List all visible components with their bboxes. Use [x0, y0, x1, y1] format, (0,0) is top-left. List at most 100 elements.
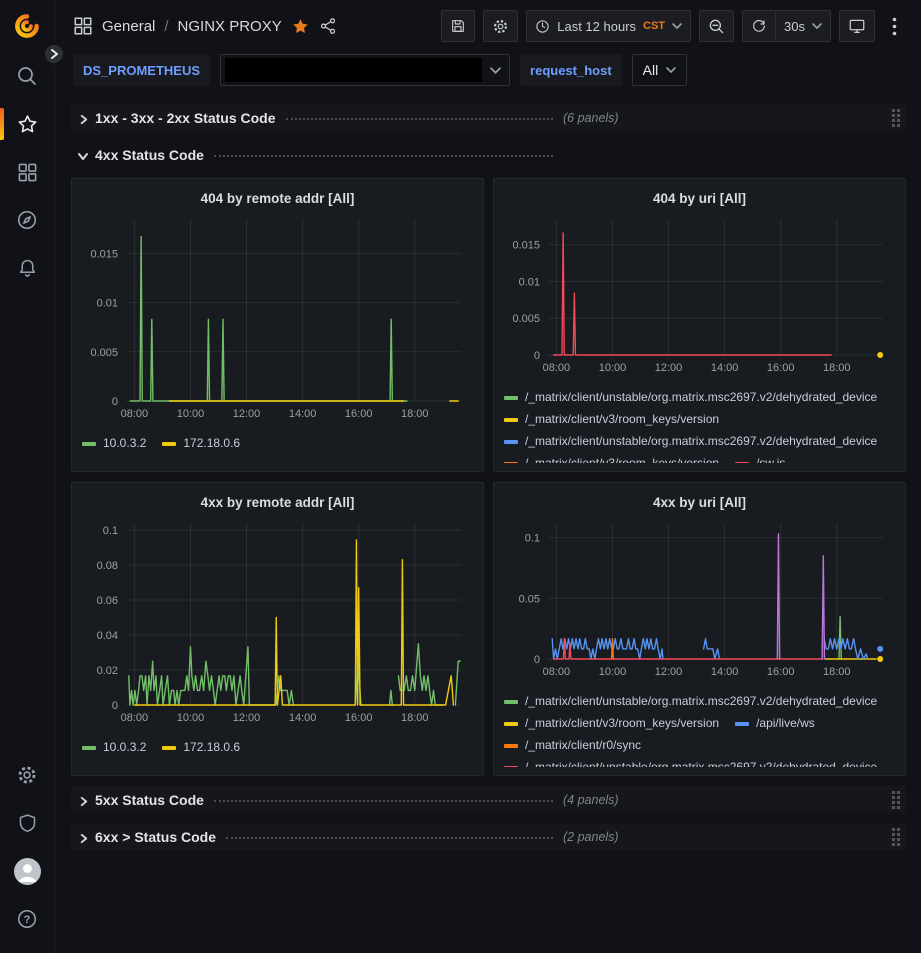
host-variable-dropdown[interactable]: All	[631, 54, 688, 86]
save-dashboard-button[interactable]	[441, 10, 476, 42]
panel-title[interactable]: 404 by remote addr [All]	[200, 190, 355, 206]
legend-item[interactable]: /_matrix/client/unstable/org.matrix.msc2…	[504, 693, 877, 710]
sidebar-item-search[interactable]	[0, 52, 55, 100]
chart-canvas[interactable]: 08:00 10:00 12:00 14:00 16:00 18:00 0 0.005 0.01…	[502, 211, 897, 384]
navbar: General / NGINX PROXY Last 12 hours CST	[55, 0, 921, 52]
svg-text:12:00: 12:00	[655, 666, 683, 678]
chart-canvas[interactable]: 08:00 10:00 12:00 14:00 16:00 18:00 0 0.02 0.04 0…	[80, 515, 475, 734]
legend-item[interactable]: /_matrix/client/unstable/org.matrix.msc2…	[504, 433, 877, 450]
breadcrumb-section[interactable]: General	[102, 17, 156, 35]
dashboard-settings-button[interactable]	[483, 10, 519, 42]
legend-label: /sw.js	[756, 456, 786, 463]
gear-icon	[18, 766, 36, 784]
datasource-variable-dropdown[interactable]	[220, 54, 511, 86]
legend-item[interactable]: 172.18.0.6	[162, 435, 240, 452]
legend-item[interactable]: /api/live/ws	[735, 715, 815, 732]
svg-text:14:00: 14:00	[289, 712, 317, 724]
sidebar-item-configuration[interactable]	[0, 751, 55, 799]
row-title: 5xx Status Code	[95, 791, 204, 808]
datasource-variable-value	[225, 58, 483, 82]
svg-text:08:00: 08:00	[543, 362, 571, 374]
svg-text:0.005: 0.005	[90, 347, 118, 359]
avatar	[13, 857, 41, 885]
host-variable-label[interactable]: request_host	[520, 54, 622, 86]
legend-item[interactable]: 10.0.3.2	[82, 435, 146, 452]
legend-item[interactable]: /_matrix/client/v3/room_keys/version	[504, 411, 719, 428]
time-range-picker[interactable]: Last 12 hours CST	[526, 10, 692, 42]
refresh-button[interactable]	[742, 10, 777, 42]
gear-icon	[494, 19, 508, 33]
row-header-4xx[interactable]: 4xx Status Code	[71, 141, 906, 168]
chart-canvas[interactable]: 08:00 10:00 12:00 14:00 16:00 18:00 0 0.05 0.1	[502, 515, 897, 688]
breadcrumb-dashboard-title[interactable]: NGINX PROXY	[177, 17, 282, 35]
legend-item[interactable]: /_matrix/client/r0/sync	[504, 737, 641, 754]
chart-canvas[interactable]: 08:00 10:00 12:00 14:00 16:00 18:00 0 0.005 0.01…	[80, 211, 475, 430]
share-icon[interactable]	[319, 17, 337, 35]
variables-submenu: DS_PROMETHEUS request_host All	[55, 52, 921, 96]
main-area: General / NGINX PROXY Last 12 hours CST	[55, 0, 921, 953]
svg-text:0: 0	[112, 396, 118, 408]
datasource-variable-label[interactable]: DS_PROMETHEUS	[73, 54, 211, 86]
svg-text:14:00: 14:00	[289, 408, 317, 420]
tv-mode-button[interactable]	[839, 10, 875, 42]
sidebar-item-starred[interactable]	[0, 100, 55, 148]
panel-title[interactable]: 404 by uri [All]	[652, 190, 747, 206]
row-dotted-leader	[213, 154, 553, 157]
row-header-1xx-3xx-2xx[interactable]: 1xx - 3xx - 2xx Status Code (6 panels)	[71, 104, 906, 131]
legend-item[interactable]: /sw.js	[735, 455, 785, 463]
legend-label: /_matrix/client/unstable/org.matrix.msc2…	[525, 390, 878, 404]
svg-text:?: ?	[24, 914, 31, 926]
row-drag-handle[interactable]	[892, 827, 900, 846]
row-header-5xx[interactable]: 5xx Status Code (4 panels)	[71, 786, 906, 813]
panel-404-by-remote-addr: 404 by remote addr [All] 08:00 10:00 12:00…	[71, 178, 484, 472]
row-drag-handle[interactable]	[892, 108, 900, 127]
grafana-logo[interactable]	[0, 0, 55, 52]
legend-item[interactable]: /_matrix/client/v3/room_keys/version	[504, 455, 719, 463]
legend-label: /_matrix/client/v3/room_keys/version	[525, 716, 720, 730]
chevron-right-icon	[80, 114, 87, 124]
monitor-icon	[849, 19, 865, 34]
time-range-label: Last 12 hours	[557, 18, 637, 34]
legend-item[interactable]: 172.18.0.6	[162, 739, 240, 756]
more-options-button[interactable]	[883, 10, 905, 42]
svg-text:10:00: 10:00	[177, 408, 205, 420]
refresh-interval-picker[interactable]: 30s	[776, 10, 831, 42]
chevron-right-icon	[80, 796, 87, 806]
bell-icon	[19, 259, 35, 277]
svg-text:0.1: 0.1	[525, 533, 540, 545]
legend-label: /_matrix/client/r0/sync	[525, 738, 642, 752]
save-icon	[452, 20, 465, 32]
sidebar-item-dashboards[interactable]	[0, 148, 55, 196]
sidebar-item-explore[interactable]	[0, 196, 55, 244]
sidebar-item-server-admin[interactable]	[0, 799, 55, 847]
panel-legend: 10.0.3.2 172.18.0.6	[80, 734, 475, 767]
sidebar-expand-button[interactable]	[42, 42, 66, 66]
legend-swatch	[162, 745, 177, 750]
zoom-out-button[interactable]	[699, 10, 735, 42]
svg-text:16:00: 16:00	[767, 666, 795, 678]
row-drag-handle[interactable]	[892, 790, 900, 809]
panel-title[interactable]: 4xx by uri [All]	[652, 494, 747, 510]
svg-text:10:00: 10:00	[599, 362, 627, 374]
panel-title[interactable]: 4xx by remote addr [All]	[200, 494, 355, 510]
svg-text:0.05: 0.05	[519, 593, 540, 605]
svg-text:0.015: 0.015	[90, 248, 118, 260]
sidebar-item-profile[interactable]	[0, 847, 55, 895]
legend-item[interactable]: /_matrix/client/v3/room_keys/version	[504, 715, 719, 732]
sidebar-item-alerting[interactable]	[0, 244, 55, 292]
legend-item[interactable]: /_matrix/client/unstable/org.matrix.msc2…	[504, 759, 877, 767]
row-title: 6xx > Status Code	[95, 828, 216, 845]
sidebar-item-help[interactable]: ?	[0, 895, 55, 943]
kebab-menu-icon	[892, 17, 896, 35]
legend-swatch	[162, 441, 177, 446]
row-header-6xx[interactable]: 6xx > Status Code (2 panels)	[71, 823, 906, 850]
favorite-star-icon[interactable]	[291, 17, 310, 36]
legend-label: 10.0.3.2	[103, 740, 147, 754]
panel-grid-row-2: 4xx by remote addr [All] 08:00 10:00 12:00…	[71, 482, 906, 776]
legend-swatch	[504, 439, 518, 444]
legend-item[interactable]: /_matrix/client/unstable/org.matrix.msc2…	[504, 389, 877, 406]
svg-text:10:00: 10:00	[599, 666, 627, 678]
legend-item[interactable]: 10.0.3.2	[82, 739, 146, 756]
chevron-right-icon	[51, 49, 58, 59]
